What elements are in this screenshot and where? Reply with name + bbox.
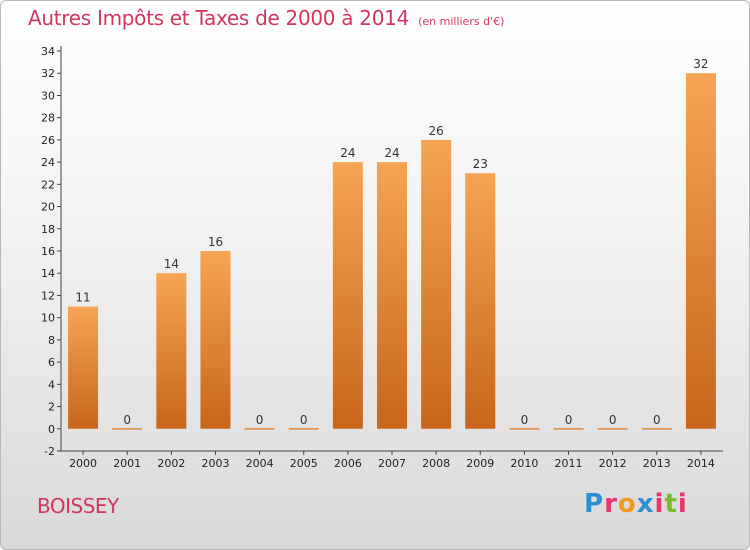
bar [200,251,231,429]
y-tick-label: 28 [41,112,55,125]
x-tick-label: 2002 [157,457,185,470]
logo-letter: i [677,489,688,519]
x-tick-label: 2010 [510,457,538,470]
bar-value-label: 0 [609,413,617,427]
bar-value-label: 26 [428,124,443,138]
y-tick-label: 26 [41,134,55,147]
y-tick-label: 2 [48,401,55,414]
x-tick-label: 2013 [643,457,671,470]
y-tick-label: 10 [41,312,55,325]
x-tick-label: 2009 [466,457,494,470]
bar-value-label: 23 [473,157,488,171]
bar-value-label: 11 [75,291,90,305]
bar-value-label: 0 [300,413,308,427]
logo-letter: t [664,489,678,519]
bar-value-label: 0 [653,413,661,427]
x-tick-label: 2004 [246,457,274,470]
bar [68,306,99,429]
bar [332,162,363,429]
y-tick-label: -2 [44,445,55,458]
bar [597,428,628,430]
bar-value-label: 32 [693,57,708,71]
logo-letter: P [584,489,605,519]
logo-letter: o [617,489,637,519]
x-tick-label: 2000 [69,457,97,470]
proxiti-logo: Proxiti [584,489,688,519]
bar [553,428,584,430]
y-tick-label: 22 [41,178,55,191]
x-tick-label: 2012 [599,457,627,470]
x-tick-label: 2005 [290,457,318,470]
y-tick-label: 6 [48,356,55,369]
x-tick-label: 2001 [113,457,141,470]
bar [421,139,452,429]
bar-value-label: 14 [164,257,179,271]
y-tick-label: 8 [48,334,55,347]
x-tick-label: 2006 [334,457,362,470]
bar [509,428,540,430]
y-tick-label: 4 [48,378,55,391]
y-tick-label: 30 [41,89,55,102]
bar-value-label: 0 [123,413,131,427]
bar-value-label: 0 [565,413,573,427]
chart-title-text: Autres Impôts et Taxes de 2000 à 2014 [28,6,409,30]
y-tick-label: 16 [41,245,55,258]
bar [465,173,496,429]
bar-value-label: 0 [521,413,529,427]
bar [112,428,143,430]
commune-name: BOISSEY [37,494,119,518]
bar [288,428,319,430]
y-tick-label: 14 [41,267,55,280]
y-tick-label: 24 [41,156,55,169]
y-tick-label: 18 [41,223,55,236]
logo-letter: r [604,489,618,519]
x-tick-label: 2014 [687,457,715,470]
chart-subtitle: (en milliers d'€) [418,15,505,28]
x-tick-label: 2003 [201,457,229,470]
bar [641,428,672,430]
logo-letter: x [636,489,655,519]
bar [156,273,187,429]
y-tick-label: 32 [41,67,55,80]
bar-value-label: 0 [256,413,264,427]
bar-value-label: 24 [340,146,355,160]
chart-title: Autres Impôts et Taxes de 2000 à 2014 (e… [28,6,504,30]
y-tick-label: 12 [41,289,55,302]
x-tick-label: 2011 [555,457,583,470]
bar [685,73,716,429]
x-tick-label: 2007 [378,457,406,470]
bar [377,162,407,429]
bar-value-label: 24 [384,146,399,160]
bar [244,428,275,430]
y-tick-label: 34 [41,45,55,58]
logo-letter: i [654,489,665,519]
x-tick-label: 2008 [422,457,450,470]
y-tick-label: 20 [41,201,55,214]
y-tick-label: 0 [48,423,55,436]
bar-value-label: 16 [208,235,223,249]
